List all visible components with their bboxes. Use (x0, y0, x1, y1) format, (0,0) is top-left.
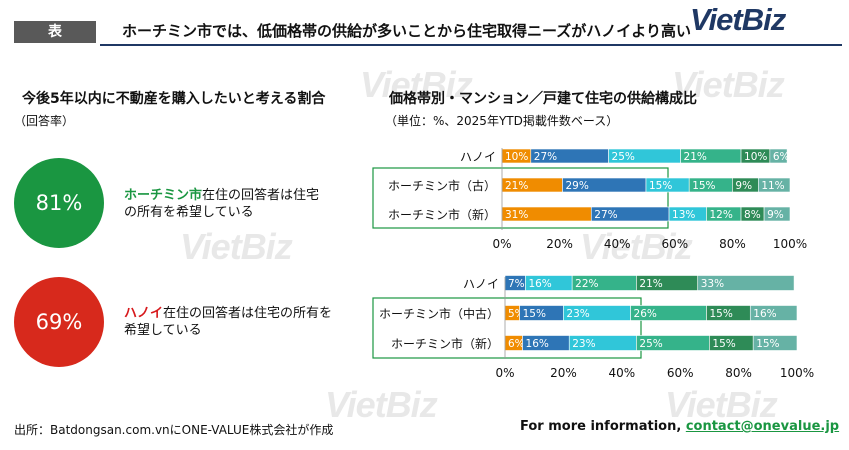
hcmc-rate-circle: 81% (14, 158, 104, 248)
data-label: 31% (505, 209, 528, 221)
x-tick-label: 60% (661, 237, 688, 251)
data-label: 21% (684, 151, 707, 163)
right-panel-unit: （単位：%、2025年YTD掲載件数ベース） (385, 114, 619, 128)
data-label: 21% (639, 278, 662, 290)
data-label: 16% (526, 338, 549, 350)
watermark: VietBiz (580, 226, 693, 267)
source-note: 出所：Batdongsan.com.vnにONE-VALUE株式会社が作成 (14, 423, 334, 437)
watermark: VietBiz (665, 384, 778, 425)
hcmc-note: ホーチミン市在住の回答者は住宅の所有を希望している (124, 187, 324, 221)
hanoi-note-text: 在住の回答者は住宅の所有を希望している (124, 306, 333, 338)
data-label: 10% (505, 151, 528, 163)
x-tick-label: 0% (495, 366, 514, 380)
more-info-label: For more information, (520, 419, 686, 434)
left-panel-unit: （回答率） (14, 114, 75, 128)
hcmc-rate-value: 81% (35, 191, 83, 215)
hanoi-rate-circle: 69% (14, 277, 104, 367)
x-tick-label: 20% (546, 237, 573, 251)
data-label: 15% (756, 338, 779, 350)
hanoi-rate-value: 69% (35, 310, 83, 334)
data-label: 10% (744, 151, 767, 163)
watermark: VietBiz (672, 64, 785, 105)
data-label: 11% (761, 180, 784, 192)
watermark: VietBiz (360, 64, 473, 105)
data-label: 26% (634, 308, 657, 320)
category-label: ホーチミン市（新） (391, 336, 499, 351)
hanoi-note-highlight: ハノイ (124, 306, 164, 321)
data-label: 25% (612, 151, 635, 163)
data-label: 15% (712, 338, 735, 350)
data-label: 8% (744, 209, 761, 221)
data-label: 23% (566, 308, 589, 320)
data-label: 29% (565, 180, 588, 192)
hcmc-note-highlight: ホーチミン市 (124, 188, 203, 203)
contact-email-link[interactable]: contact@onevalue.jp (685, 419, 840, 434)
category-label: ホーチミン市（古） (388, 178, 496, 193)
data-label: 27% (534, 151, 557, 163)
data-label: 16% (753, 308, 776, 320)
hanoi-note: ハノイ在住の回答者は住宅の所有を希望している (124, 305, 336, 339)
category-label: ホーチミン市（中古） (379, 306, 499, 321)
section-badge: 表 (14, 21, 96, 43)
more-info: For more information, contact@onevalue.j… (520, 419, 839, 434)
x-tick-label: 80% (719, 237, 746, 251)
category-label: ハノイ (463, 277, 499, 291)
x-tick-label: 0% (492, 237, 511, 251)
x-tick-label: 100% (780, 366, 814, 380)
bar-segment (697, 275, 795, 291)
bar-segment (763, 206, 791, 222)
data-label: 15% (649, 180, 672, 192)
data-label: 33% (701, 278, 724, 290)
data-label: 7% (508, 278, 525, 290)
hcmc-highlight-box (372, 167, 669, 229)
data-label: 13% (672, 209, 695, 221)
hcmc-highlight-box (372, 297, 642, 359)
data-label: 25% (639, 338, 662, 350)
data-label: 15% (692, 180, 715, 192)
bar-segment (749, 305, 798, 321)
hcmc-note-text: 在住の回答者は住宅の所有を希望している (124, 188, 320, 220)
data-label: 6% (773, 151, 790, 163)
right-panel-title: 価格帯別・マンション／戸建て住宅の供給構成比 (389, 91, 697, 107)
page-title: ホーチミン市では、低価格帯の供給が多いことから住宅取得ニーズがハノイより高い (122, 22, 691, 40)
watermark: VietBiz (325, 384, 438, 425)
x-tick-label: 20% (550, 366, 577, 380)
x-tick-label: 60% (667, 366, 694, 380)
bar-segment (758, 177, 791, 193)
data-label: 16% (528, 278, 551, 290)
data-label: 22% (575, 278, 598, 290)
bar-segment (769, 148, 788, 164)
data-label: 23% (572, 338, 595, 350)
data-label: 6% (508, 338, 525, 350)
watermark: VietBiz (180, 226, 293, 267)
category-label: ハノイ (460, 150, 496, 164)
data-label: 21% (505, 180, 528, 192)
data-label: 27% (594, 209, 617, 221)
x-tick-label: 100% (773, 237, 807, 251)
data-label: 9% (767, 209, 784, 221)
data-label: 15% (523, 308, 546, 320)
data-label: 9% (735, 180, 752, 192)
bar-segment (752, 335, 798, 351)
data-label: 15% (709, 308, 732, 320)
vietbiz-logo: VietBiz (690, 2, 786, 37)
x-tick-label: 40% (604, 237, 631, 251)
x-tick-label: 40% (608, 366, 635, 380)
header-divider (100, 44, 842, 46)
x-tick-label: 80% (725, 366, 752, 380)
data-label: 12% (709, 209, 732, 221)
left-panel-title: 今後5年以内に不動産を購入したいと考える割合 (22, 91, 326, 107)
category-label: ホーチミン市（新） (388, 207, 496, 222)
